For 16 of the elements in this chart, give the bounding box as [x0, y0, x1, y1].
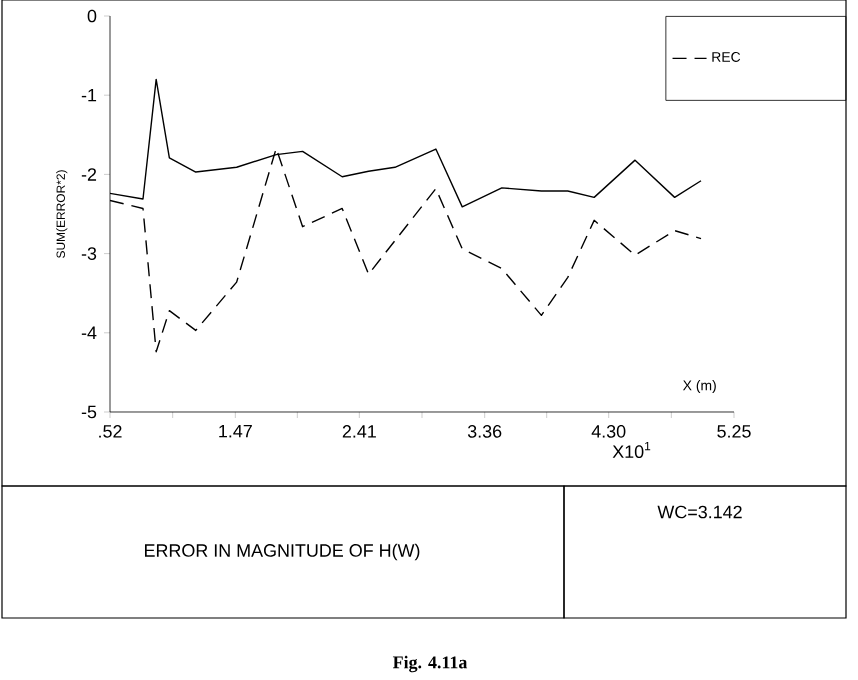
text: WC=3.142 — [657, 505, 742, 519]
x-tick-label: .52 — [99, 425, 122, 438]
x-tick-label: 3.36 — [467, 425, 502, 438]
y-tick-label: -3 — [81, 247, 97, 260]
x-tick-label: 2.41 — [342, 425, 376, 438]
caption: Fig. 4.11a — [392, 655, 468, 673]
text: X10$^{1}$ — [612, 442, 651, 459]
y-tick-label: 0 — [87, 9, 97, 23]
y-tick-label: -4 — [81, 326, 97, 339]
y-tick-label: -1 — [81, 89, 97, 102]
x-tick-label: 4.30 — [591, 425, 626, 438]
text: ERROR IN MAGNITUDE OF H(W) — [145, 543, 420, 561]
y-tick-label: -5 — [81, 405, 97, 419]
y-tick-label: -2 — [81, 168, 97, 181]
x-tick-label: 5.25 — [717, 425, 751, 438]
x-tick-label: 1.47 — [219, 425, 252, 438]
